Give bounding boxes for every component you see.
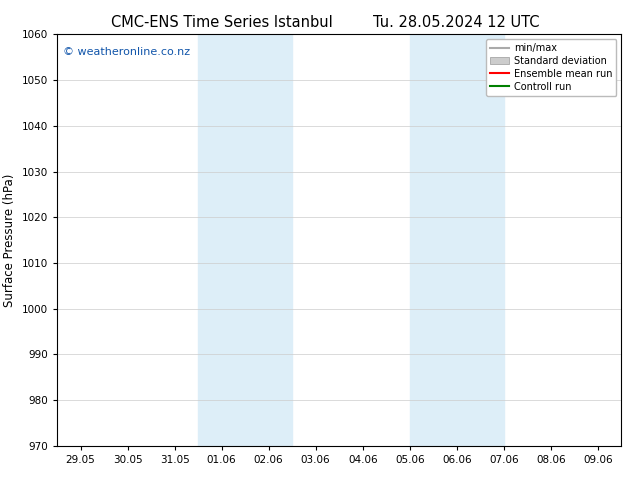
Text: © weatheronline.co.nz: © weatheronline.co.nz — [63, 47, 190, 57]
Y-axis label: Surface Pressure (hPa): Surface Pressure (hPa) — [3, 173, 16, 307]
Bar — [410, 34, 504, 446]
Bar — [198, 34, 292, 446]
Text: CMC-ENS Time Series Istanbul: CMC-ENS Time Series Istanbul — [111, 15, 333, 30]
Text: Tu. 28.05.2024 12 UTC: Tu. 28.05.2024 12 UTC — [373, 15, 540, 30]
Legend: min/max, Standard deviation, Ensemble mean run, Controll run: min/max, Standard deviation, Ensemble me… — [486, 39, 616, 96]
